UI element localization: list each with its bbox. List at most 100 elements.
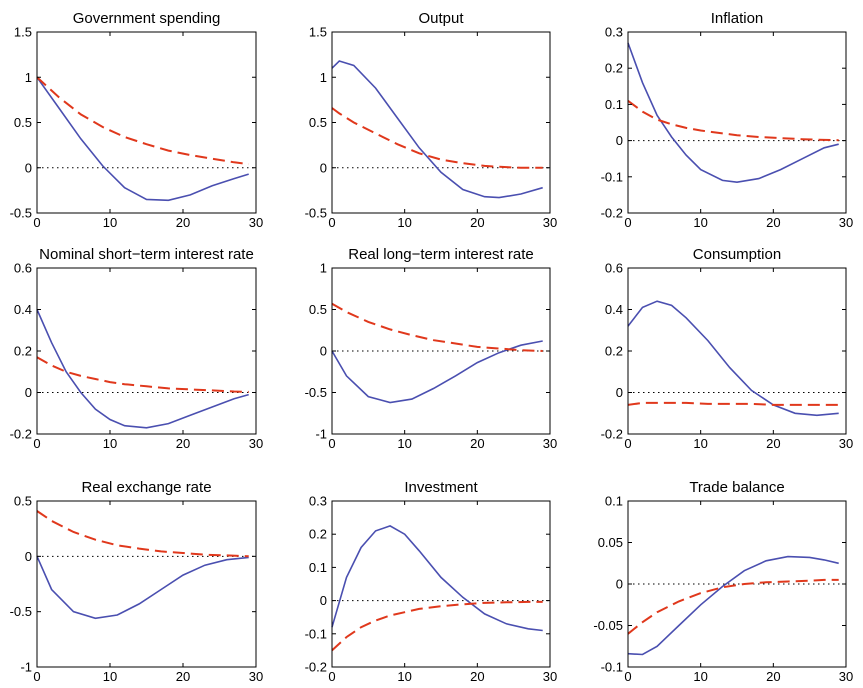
plot-frame [36,500,257,668]
y-tick-label: 0.6 [605,261,623,276]
x-tick-label: 30 [249,215,263,230]
y-tick-label: 0.5 [309,115,327,130]
y-tick-label: 0 [616,133,623,148]
x-tick-label: 10 [103,436,117,451]
y-tick-label: 0.1 [605,97,623,112]
series-solid-line [36,309,249,429]
series-dashed-line [331,600,543,652]
series-solid-line [36,76,249,202]
x-tick-label: 20 [176,669,190,684]
series-dashed-line [627,578,839,635]
x-tick-label: 30 [839,436,853,451]
y-tick-label: 0 [616,385,623,400]
series-dashed-line [627,401,839,406]
y-tick-label: 0.4 [605,302,623,317]
y-tick-label: 0.3 [309,494,327,509]
x-tick-label: 20 [176,436,190,451]
series-dashed-line [36,356,249,393]
x-tick-label: 30 [839,215,853,230]
y-tick-label: 0 [616,577,623,592]
x-tick-label: 30 [543,669,557,684]
y-tick-label: 0.1 [309,560,327,575]
x-tick-label: 30 [543,215,557,230]
panel-9: Trade balance 0 10 20 30 -0.1 -0.05 0 0.05 0.1 [593,479,853,684]
y-tick-label: -1 [20,660,32,675]
y-tick-label: 0.1 [605,494,623,509]
plot-frame [331,31,551,214]
y-tick-label: -0.5 [10,604,32,619]
series-solid-line [627,300,839,417]
y-tick-label: 1.5 [14,25,32,40]
plot-frame [331,500,551,668]
series-solid-line [627,555,839,656]
y-tick-label: 0.5 [14,494,32,509]
x-tick-label: 0 [624,669,631,684]
panel-title: Output [418,10,464,27]
series-dashed-line [627,99,839,142]
panel-title: Inflation [711,10,764,27]
y-tick-label: -0.1 [601,660,623,675]
x-tick-label: 10 [397,669,411,684]
series-solid-line [627,42,839,184]
panel-8: Investment 0 10 20 30 -0.2 -0.1 0 0.1 0.2 0.3 [305,479,558,684]
y-tick-label: 0.4 [14,302,32,317]
x-tick-label: 0 [328,215,335,230]
x-tick-label: 0 [33,669,40,684]
plot-frame [627,267,847,435]
series-dashed-line [36,510,249,558]
y-tick-label: 0.6 [14,261,32,276]
y-tick-label: 0 [320,344,327,359]
x-tick-label: 20 [470,669,484,684]
x-tick-label: 10 [397,215,411,230]
x-tick-label: 0 [328,436,335,451]
series-dashed-line [331,107,543,169]
plot-frame [36,267,257,435]
y-tick-label: 0.2 [605,344,623,359]
y-tick-label: 1.5 [309,25,327,40]
y-tick-label: -0.2 [601,427,623,442]
x-tick-label: 20 [766,215,780,230]
panel-title: Real exchange rate [81,479,211,496]
y-tick-label: -0.5 [305,385,327,400]
y-tick-label: 0 [25,385,32,400]
x-tick-label: 20 [766,436,780,451]
y-tick-label: 0.5 [309,302,327,317]
y-tick-label: 1 [25,70,32,85]
y-tick-label: -1 [315,427,327,442]
series-dashed-line [331,302,543,352]
x-tick-label: 10 [693,215,707,230]
y-tick-label: 0.3 [605,25,623,40]
y-tick-label: 1 [320,261,327,276]
y-tick-label: 0 [25,160,32,175]
panel-title: Consumption [693,246,781,263]
y-tick-label: -0.1 [601,169,623,184]
x-tick-label: 20 [470,215,484,230]
plot-frame [627,31,847,214]
panel-title: Trade balance [689,479,784,496]
x-tick-label: 10 [103,215,117,230]
y-tick-label: 0.5 [14,115,32,130]
x-tick-label: 30 [249,669,263,684]
x-tick-label: 30 [839,669,853,684]
panel-4: Nominal short−term interest rate 0 10 20 30 -… [10,246,264,451]
x-tick-label: 30 [249,436,263,451]
x-tick-label: 20 [470,436,484,451]
series-solid-line [331,60,543,199]
y-tick-label: 0 [320,593,327,608]
x-tick-label: 10 [693,436,707,451]
series-dashed-line [36,76,249,166]
x-tick-label: 10 [397,436,411,451]
x-tick-label: 0 [33,215,40,230]
y-tick-label: 1 [320,70,327,85]
panel-7: Real exchange rate 0 10 20 30 -1 -0.5 0 0.5 [10,479,264,684]
x-tick-label: 20 [176,215,190,230]
y-tick-label: 0.2 [14,344,32,359]
y-tick-label: 0.2 [309,527,327,542]
x-tick-label: 20 [766,669,780,684]
x-tick-label: 0 [328,669,335,684]
